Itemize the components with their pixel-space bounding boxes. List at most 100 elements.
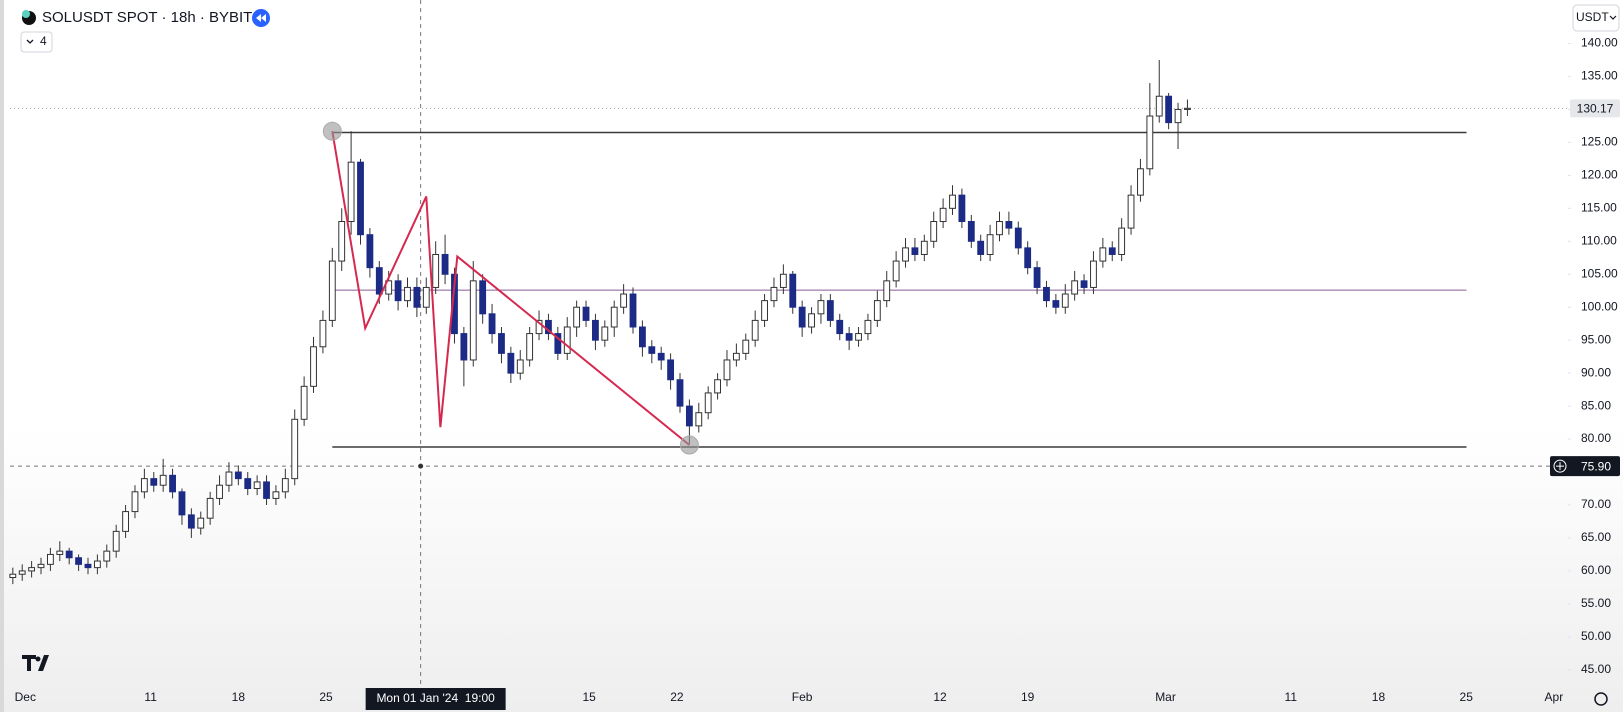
candle-up (873, 300, 881, 321)
candle-down (375, 267, 383, 295)
y-tick-label: 45.00 (1581, 662, 1611, 676)
candle-up (291, 418, 299, 480)
candle-down (84, 563, 92, 569)
currency-label: USDT (1576, 10, 1609, 24)
candle-up (18, 570, 26, 575)
candle-up (319, 319, 327, 348)
candle-down (150, 478, 158, 486)
x-tick-label: 11 (144, 690, 157, 704)
candle-down (244, 478, 252, 490)
currency-chevron (1609, 15, 1617, 20)
candle-up (338, 221, 346, 262)
settings-button[interactable] (1594, 692, 1608, 706)
candle-up (1184, 107, 1191, 110)
candle-down (234, 471, 242, 480)
y-tick-label: 70.00 (1581, 497, 1611, 511)
candle-down (441, 253, 449, 275)
candle-up (103, 550, 111, 562)
candle-down (582, 306, 590, 321)
candle-down (75, 557, 83, 565)
zigzag-anchor (679, 435, 699, 455)
candle-up (864, 319, 872, 335)
y-tick-label: 115.00 (1581, 201, 1617, 215)
crosshair-center (418, 463, 424, 469)
candle-up (779, 273, 787, 288)
candle-up (37, 563, 45, 569)
last-price-badge (1570, 99, 1620, 118)
candle-down (676, 379, 684, 407)
y-tick-label: 135.00 (1581, 69, 1618, 83)
candle-up (140, 478, 148, 493)
candle-up (535, 319, 543, 335)
y-tick-label: 80.00 (1581, 431, 1611, 445)
candle-down (648, 346, 656, 354)
candle-down (187, 514, 195, 529)
candle-down (413, 286, 421, 308)
candle-down (685, 405, 693, 427)
candle-up (1099, 247, 1107, 262)
candle-down (554, 333, 562, 354)
candle-up (272, 491, 280, 499)
candle-up (28, 567, 36, 572)
candle-up (930, 221, 938, 242)
x-tick-label: 15 (582, 690, 596, 704)
candle-up (56, 550, 64, 555)
candle-down (1108, 247, 1116, 255)
y-tick-label: 60.00 (1581, 563, 1611, 577)
crosshair-time-label: Mon 01 Jan '24 19:00 (376, 691, 495, 705)
candle-up (422, 286, 430, 308)
candle-up (573, 306, 581, 328)
candle-up (714, 379, 721, 394)
candle-up (281, 478, 289, 493)
plus-icon (1556, 462, 1564, 471)
x-tick-label: Apr (1545, 690, 1564, 704)
currency-button[interactable] (1572, 4, 1620, 32)
y-tick-label: 125.00 (1581, 135, 1618, 149)
candle-up (601, 326, 609, 341)
candle-up (1061, 293, 1069, 308)
candle-up (122, 511, 129, 532)
candle-up (1146, 115, 1154, 170)
candle-down (451, 273, 458, 335)
x-tick-label: Mar (1155, 690, 1176, 704)
candle-down (1005, 221, 1013, 229)
candle-down (263, 481, 270, 499)
candle-up (385, 280, 393, 295)
x-tick-label: 22 (670, 690, 684, 704)
candle-down (789, 273, 797, 308)
candle-down (592, 319, 599, 341)
x-tick-label: 18 (1372, 690, 1386, 704)
tv-logo (22, 655, 49, 671)
y-tick-label: 95.00 (1581, 332, 1611, 346)
candle-up (996, 221, 1003, 236)
candle-up (817, 300, 825, 315)
candle-up (225, 471, 233, 486)
indicator-toggle[interactable] (20, 31, 53, 53)
replay-icon (256, 14, 266, 22)
candle-down (638, 326, 646, 348)
y-tick-label: 120.00 (1581, 168, 1618, 182)
candle-up (310, 346, 317, 387)
candle-down (1024, 247, 1032, 269)
last-price-label: 130.17 (1577, 101, 1614, 115)
candle-down (657, 352, 665, 361)
x-tick-label: 25 (1460, 690, 1474, 704)
y-tick-label: 100.00 (1581, 299, 1618, 313)
candle-up (1090, 260, 1097, 288)
candle-down (967, 221, 975, 242)
candle-down (911, 247, 919, 255)
candle-down (65, 550, 73, 559)
candle-up (404, 286, 411, 302)
candle-up (159, 474, 167, 486)
add-alert-button[interactable] (1553, 459, 1567, 473)
candle-down (394, 280, 402, 302)
zigzag-drawing (331, 131, 691, 446)
candle-down (366, 234, 374, 269)
y-tick-label: 90.00 (1581, 365, 1611, 379)
left-edge (0, 0, 4, 712)
x-tick-label: Dec (15, 690, 36, 704)
candle-up (742, 339, 750, 354)
y-tick-label: 85.00 (1581, 398, 1611, 412)
